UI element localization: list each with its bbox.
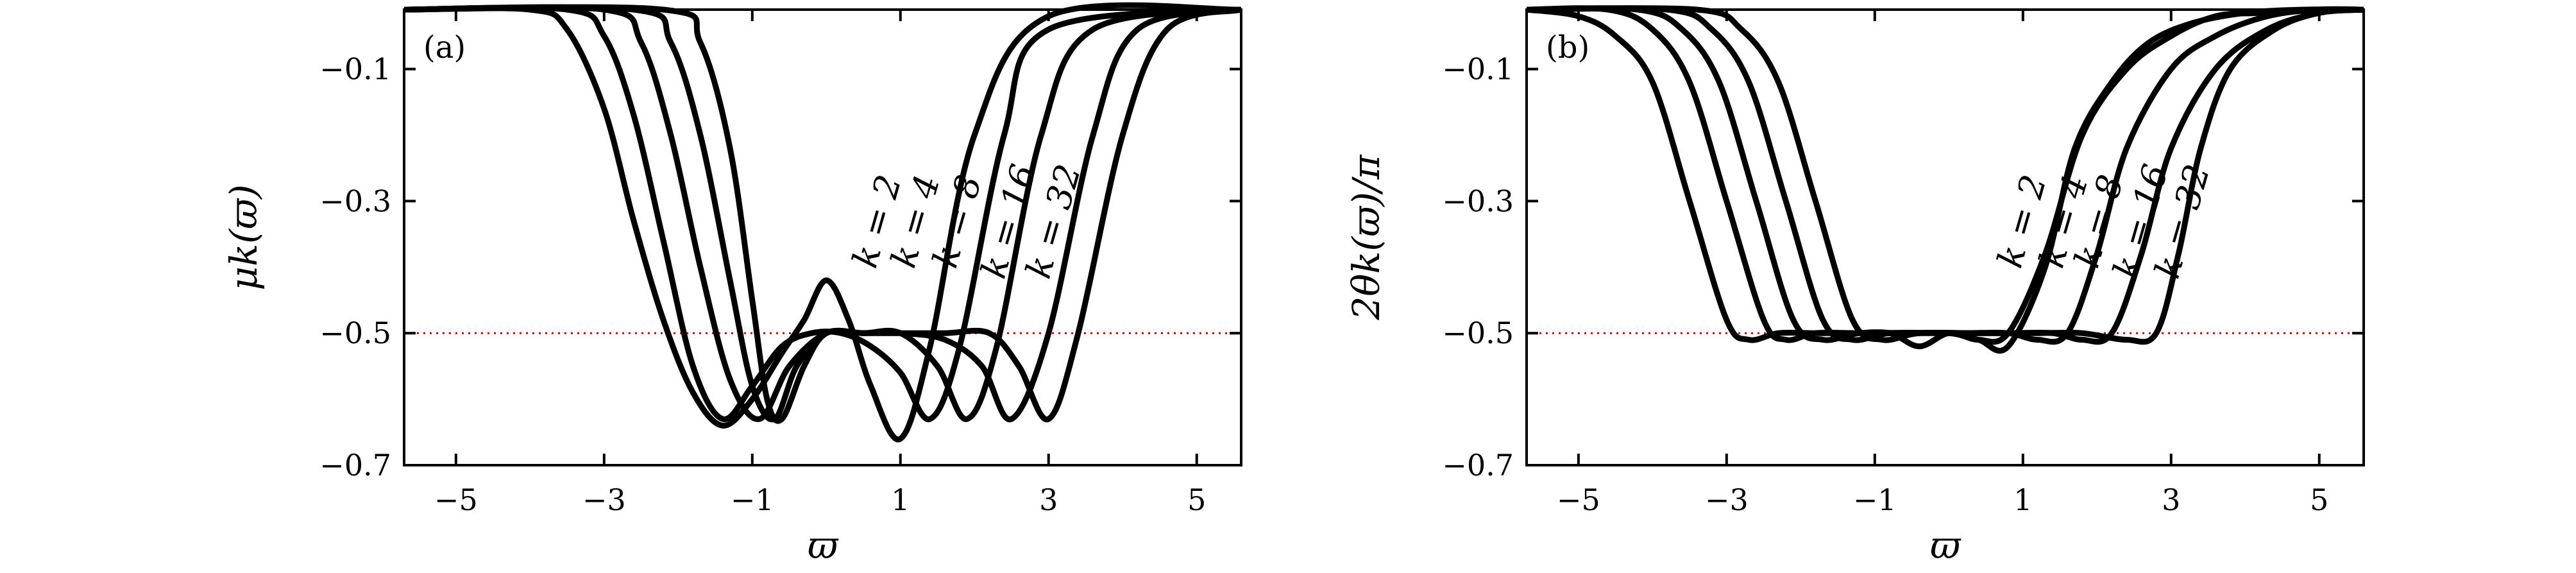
series-line-k2 [1526, 6, 2364, 350]
y-axis-label: 2θk(ϖ)/π [1344, 155, 1388, 321]
y-tick-label: −0.7 [319, 448, 391, 483]
y-tick-label: −0.3 [1442, 184, 1514, 218]
y-axis-label: μk(ϖ) [222, 184, 266, 290]
panel-label: (a) [423, 30, 466, 65]
y-tick-label: −0.1 [319, 52, 391, 87]
x-tick-label: 3 [1039, 483, 1058, 517]
x-tick-label: 5 [2310, 483, 2328, 517]
series-line-k2 [403, 2, 1242, 443]
x-tick-label: 5 [1187, 483, 1206, 517]
x-tick-label: −1 [731, 483, 774, 517]
panel-label: (b) [1546, 30, 1589, 65]
x-tick-label: −5 [434, 483, 478, 517]
series-line-k16 [403, 4, 1242, 423]
series-line-k32 [403, 4, 1242, 424]
y-tick-label: −0.7 [1442, 448, 1514, 483]
x-tick-label: −5 [1557, 483, 1600, 517]
series-line-k8 [403, 4, 1242, 422]
series-line-k4 [403, 4, 1242, 422]
x-tick-label: 1 [2013, 483, 2032, 517]
x-tick-label: −3 [1705, 483, 1749, 517]
x-axis-label: ϖ [1930, 524, 1962, 567]
x-tick-label: −3 [582, 483, 626, 517]
x-tick-label: 1 [891, 483, 910, 517]
plot-frame [1525, 8, 2365, 466]
x-tick-label: 3 [2162, 483, 2180, 517]
y-tick-label: −0.1 [1442, 52, 1514, 87]
plot-frame [403, 8, 1242, 466]
x-tick-label: −1 [1853, 483, 1897, 517]
series-line-k32 [1526, 5, 2364, 345]
y-tick-label: −0.5 [1442, 316, 1514, 350]
panel-a: −5 −3 −1 1 3 5−0.1−0.3−0.5−0.7(a)ϖμk(ϖ) k = 2k… [222, 2, 1242, 567]
y-tick-label: −0.3 [319, 184, 391, 218]
y-tick-label: −0.5 [319, 316, 391, 350]
x-axis-label: ϖ [808, 524, 839, 567]
